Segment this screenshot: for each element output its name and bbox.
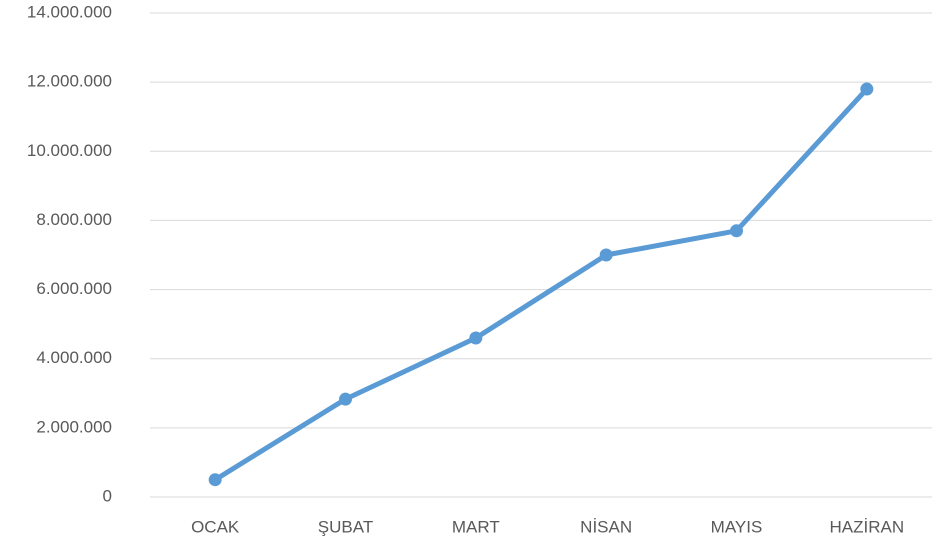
y-tick-label: 8.000.000 xyxy=(36,210,112,229)
x-tick-label: HAZİRAN xyxy=(830,517,905,536)
y-tick-label: 12.000.000 xyxy=(27,72,112,91)
y-tick-label: 10.000.000 xyxy=(27,141,112,160)
y-tick-label: 6.000.000 xyxy=(36,279,112,298)
data-point xyxy=(469,331,483,345)
y-tick-label: 2.000.000 xyxy=(36,417,112,436)
x-tick-label: ŞUBAT xyxy=(318,517,373,536)
series-line xyxy=(212,86,870,483)
data-point xyxy=(208,473,222,487)
data-point xyxy=(339,392,352,406)
x-tick-label: NİSAN xyxy=(580,517,632,536)
data-point xyxy=(730,224,743,238)
x-tick-label: MART xyxy=(452,517,500,536)
y-tick-label: 0 xyxy=(103,486,112,505)
x-tick-label: MAYIS xyxy=(711,517,763,536)
y-tick-label: 4.000.000 xyxy=(36,348,112,367)
data-point xyxy=(860,82,874,96)
x-tick-label: OCAK xyxy=(191,517,240,536)
data-point xyxy=(599,248,613,262)
y-tick-label: 14.000.000 xyxy=(27,2,112,21)
